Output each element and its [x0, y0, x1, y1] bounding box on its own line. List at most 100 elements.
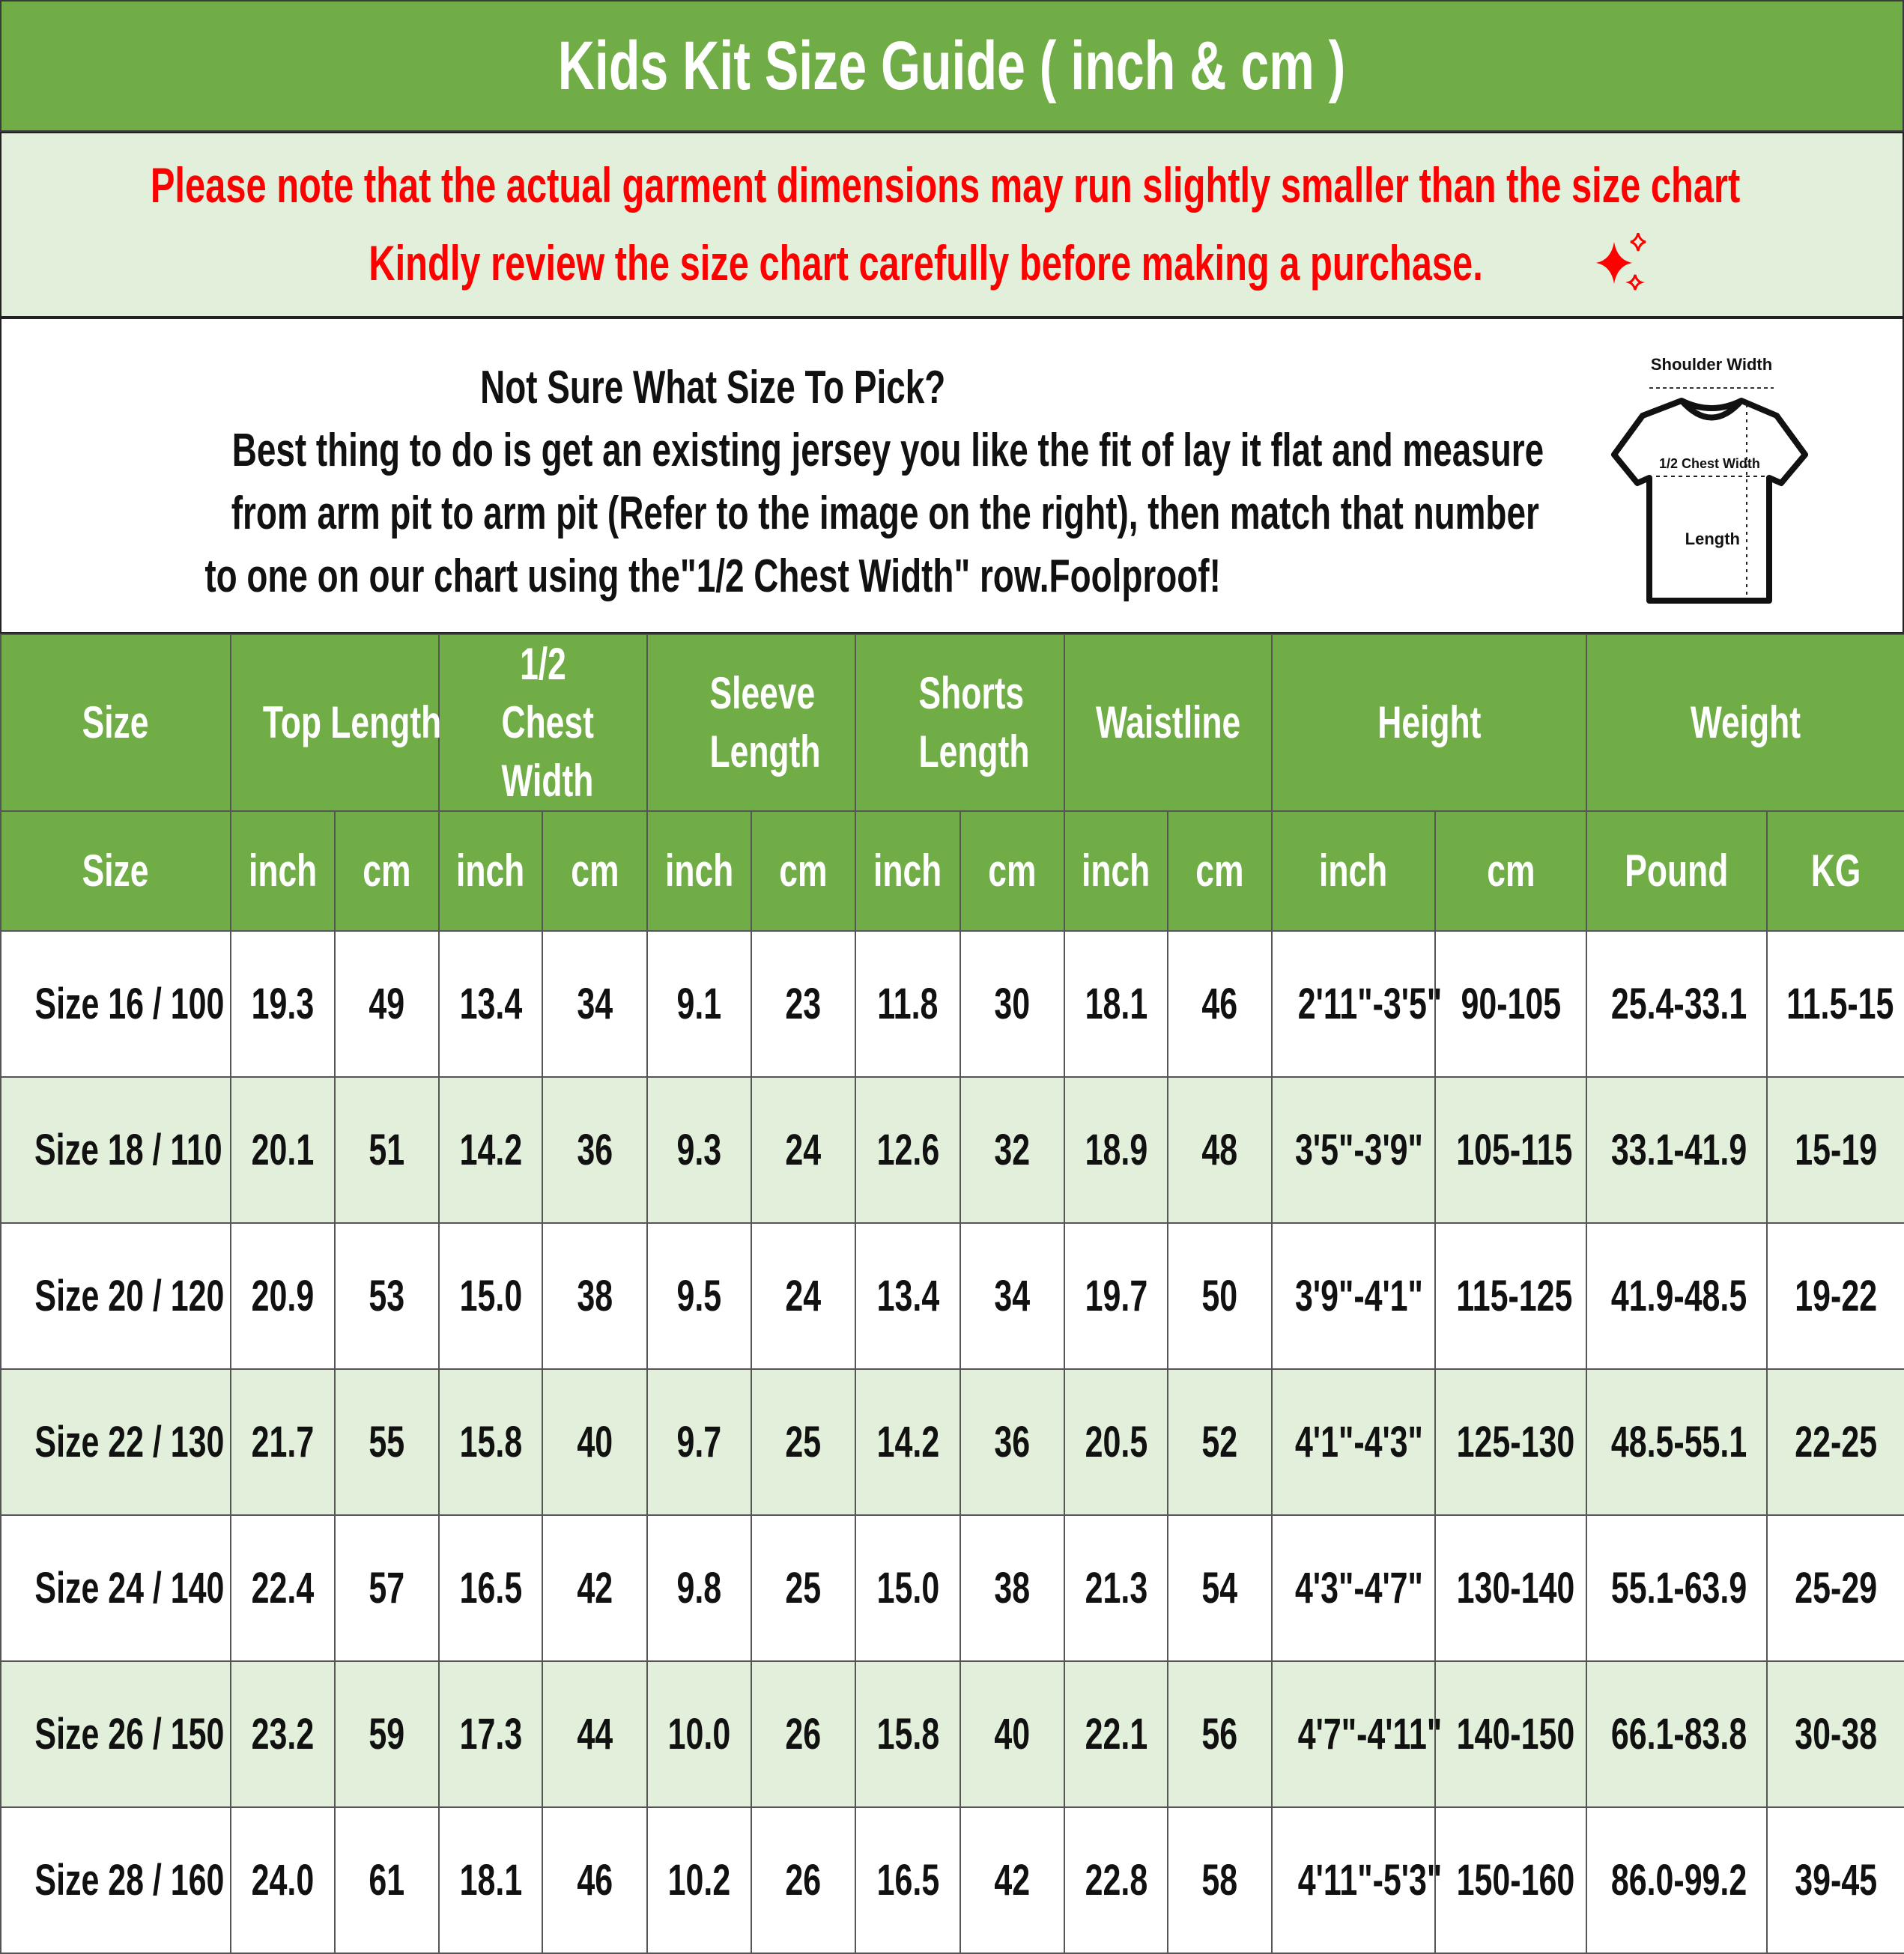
size-cell: Size 18 / 110 [0, 1076, 231, 1224]
table-cell: 115-125 [1434, 1222, 1587, 1370]
table-cell-text: 11.5-15 [1786, 980, 1894, 1028]
table-cell-text: 20.1 [251, 1126, 315, 1174]
table-cell: 18.9 [1064, 1076, 1168, 1224]
column-group-header-text: Shorts Length [918, 668, 1029, 777]
table-cell: 125-130 [1434, 1368, 1587, 1516]
table-cell: 52 [1167, 1368, 1273, 1516]
table-cell-text: 17.3 [459, 1710, 522, 1759]
table-cell: 23 [751, 930, 856, 1078]
table-cell-text: 13.4 [876, 1272, 939, 1320]
unit-header-text: inch [248, 846, 318, 896]
table-cell: 12.6 [855, 1076, 961, 1224]
table-cell-text: 55 [369, 1418, 405, 1466]
table-cell: 15-19 [1766, 1076, 1904, 1224]
column-group-header: Shorts Length [855, 634, 1065, 812]
unit-header: cm [1434, 810, 1587, 932]
column-group-header: Size [0, 634, 231, 812]
table-cell-text: 90-105 [1461, 980, 1561, 1028]
column-group-header: Top Length [230, 634, 442, 812]
table-cell: 10.2 [646, 1806, 752, 1954]
table-cell-text: 9.3 [676, 1126, 722, 1174]
table-cell-text: 22.8 [1085, 1856, 1147, 1905]
table-cell: 25-29 [1766, 1514, 1904, 1662]
table-cell-text: 9.1 [676, 980, 722, 1028]
unit-header-text: KG [1810, 846, 1861, 896]
notice-line-1: Please note that the actual garment dime… [150, 157, 1741, 213]
unit-header: inch [438, 810, 543, 932]
table-cell-text: 23.2 [251, 1710, 315, 1759]
table-cell-text: 130-140 [1456, 1564, 1575, 1612]
table-cell-text: 22.1 [1085, 1710, 1147, 1759]
table-cell-text: 10.2 [667, 1856, 731, 1905]
unit-header-text: cm [779, 846, 828, 896]
table-cell: 40 [959, 1660, 1065, 1808]
table-cell-text: 32 [994, 1126, 1031, 1174]
table-cell-text: 54 [1201, 1564, 1238, 1612]
table-cell: 3'9"-4'1" [1271, 1222, 1436, 1370]
table-cell: 51 [334, 1076, 440, 1224]
table-cell: 4'1"-4'3" [1271, 1368, 1436, 1516]
table-cell: 55 [334, 1368, 440, 1516]
table-cell: 30 [959, 930, 1065, 1078]
table-cell: 53 [334, 1222, 440, 1370]
table-cell-text: 20.9 [251, 1272, 315, 1320]
table-cell-text: 19.3 [251, 980, 315, 1028]
unit-header-text: cm [363, 846, 411, 896]
unit-header: inch [1271, 810, 1436, 932]
table-cell: 42 [959, 1806, 1065, 1954]
table-cell: 55.1-63.9 [1586, 1514, 1768, 1662]
column-group-header-text: Top Length [262, 697, 442, 747]
table-cell-text: 15.8 [459, 1418, 522, 1466]
table-cell: 41.9-48.5 [1586, 1222, 1768, 1370]
table-cell-text: 50 [1201, 1272, 1238, 1320]
table-cell-text: 15.8 [876, 1710, 939, 1759]
table-cell-text: 86.0-99.2 [1610, 1856, 1747, 1905]
unit-header-text: cm [1195, 846, 1244, 896]
table-cell: 10.0 [646, 1660, 752, 1808]
table-cell: 38 [959, 1514, 1065, 1662]
table-cell-text: 24.0 [251, 1856, 315, 1905]
unit-header: cm [959, 810, 1065, 932]
unit-header: KG [1766, 810, 1904, 932]
length-label: Length [1685, 530, 1740, 548]
table-cell-text: 15.0 [876, 1564, 939, 1612]
table-cell-text: 58 [1201, 1856, 1238, 1905]
table-cell-text: 26 [785, 1856, 822, 1905]
table-cell-text: 24 [785, 1272, 822, 1320]
table-cell: 34 [542, 930, 648, 1078]
table-cell: 15.8 [438, 1368, 543, 1516]
size-cell-text: Size 26 / 150 [34, 1710, 225, 1759]
table-cell: 36 [959, 1368, 1065, 1516]
table-cell: 20.1 [230, 1076, 336, 1224]
table-cell-text: 18.9 [1085, 1126, 1147, 1174]
table-cell-text: 10.0 [667, 1710, 731, 1759]
table-cell: 105-115 [1434, 1076, 1587, 1224]
unit-header: inch [855, 810, 961, 932]
table-cell: 11.8 [855, 930, 961, 1078]
table-cell: 9.8 [646, 1514, 752, 1662]
table-cell-text: 9.7 [676, 1418, 722, 1466]
size-cell-text: Size 24 / 140 [34, 1564, 225, 1612]
table-cell-text: 11.8 [877, 980, 939, 1028]
table-cell: 30-38 [1766, 1660, 1904, 1808]
table-cell: 23.2 [230, 1660, 336, 1808]
table-cell-text: 115-125 [1456, 1272, 1573, 1320]
unit-header-text: Pound [1625, 846, 1729, 896]
table-cell-text: 20.5 [1085, 1418, 1147, 1466]
table-cell-text: 66.1-83.8 [1610, 1710, 1747, 1759]
sparkles-icon [1596, 233, 1646, 291]
table-cell: 61 [334, 1806, 440, 1954]
table-row: Size 24 / 140 22.4 57 16.5 42 9.8 25 15.0 38 21.3… [0, 1514, 1904, 1662]
table-cell-text: 19-22 [1795, 1272, 1877, 1320]
table-cell-text: 30 [994, 980, 1031, 1028]
table-cell: 26 [751, 1806, 856, 1954]
table-cell-text: 18.1 [1085, 980, 1147, 1028]
advice-heading: Not Sure What Size To Pick? [480, 362, 946, 413]
table-cell: 20.9 [230, 1222, 336, 1370]
size-chart-table: Size Top Length 1/2 Chest Width Sleeve Leng… [0, 634, 1904, 1954]
table-cell-text: 16.5 [876, 1856, 939, 1905]
table-cell-text: 22-25 [1795, 1418, 1877, 1466]
table-cell-text: 4'11"-5'3" [1297, 1856, 1443, 1905]
table-cell: 14.2 [855, 1368, 961, 1516]
table-cell: 9.1 [646, 930, 752, 1078]
